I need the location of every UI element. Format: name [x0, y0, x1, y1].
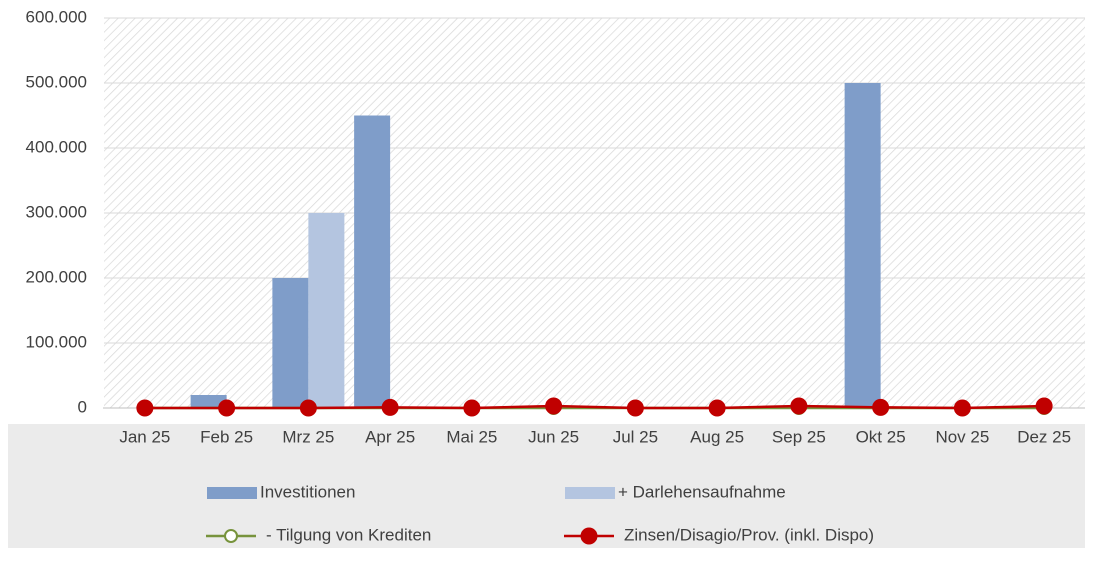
bar	[308, 213, 345, 408]
marker	[381, 398, 399, 416]
x-tick-label: Aug 25	[690, 427, 744, 446]
y-tick-label: 0	[78, 397, 87, 416]
marker	[299, 399, 317, 417]
marker	[953, 399, 971, 417]
legend-label: Investitionen	[260, 482, 355, 501]
x-tick-label: Feb 25	[200, 427, 253, 446]
legend-label: - Tilgung von Krediten	[266, 525, 431, 544]
x-tick-label: Apr 25	[365, 427, 415, 446]
marker	[708, 399, 726, 417]
x-tick-label: Jan 25	[119, 427, 170, 446]
x-tick-label: Mai 25	[446, 427, 497, 446]
marker	[136, 399, 154, 417]
legend-swatch	[565, 487, 615, 499]
marker	[218, 399, 236, 417]
legend-label: + Darlehensaufnahme	[618, 482, 786, 501]
bar	[190, 395, 227, 408]
x-tick-label: Okt 25	[856, 427, 906, 446]
marker	[872, 398, 890, 416]
marker	[1035, 397, 1053, 415]
marker	[545, 397, 563, 415]
x-tick-label: Dez 25	[1017, 427, 1071, 446]
y-tick-label: 500.000	[26, 72, 87, 91]
x-tick-label: Jul 25	[613, 427, 658, 446]
y-tick-label: 600.000	[26, 7, 87, 26]
x-tick-label: Mrz 25	[282, 427, 334, 446]
legend-marker	[224, 529, 238, 543]
bar	[272, 278, 309, 408]
legend-swatch	[207, 487, 257, 499]
y-tick-label: 200.000	[26, 267, 87, 286]
marker	[463, 399, 481, 417]
bar	[354, 115, 391, 408]
x-tick-label: Sep 25	[772, 427, 826, 446]
marker	[790, 397, 808, 415]
bar	[844, 83, 881, 408]
legend-label: Zinsen/Disagio/Prov. (inkl. Dispo)	[624, 525, 874, 544]
y-tick-label: 400.000	[26, 137, 87, 156]
y-tick-label: 100.000	[26, 332, 87, 351]
legend-marker	[580, 527, 598, 545]
marker	[626, 399, 644, 417]
x-tick-label: Jun 25	[528, 427, 579, 446]
x-tick-label: Nov 25	[935, 427, 989, 446]
line	[144, 404, 1045, 410]
y-tick-label: 300.000	[26, 202, 87, 221]
legend-box	[8, 424, 1085, 548]
